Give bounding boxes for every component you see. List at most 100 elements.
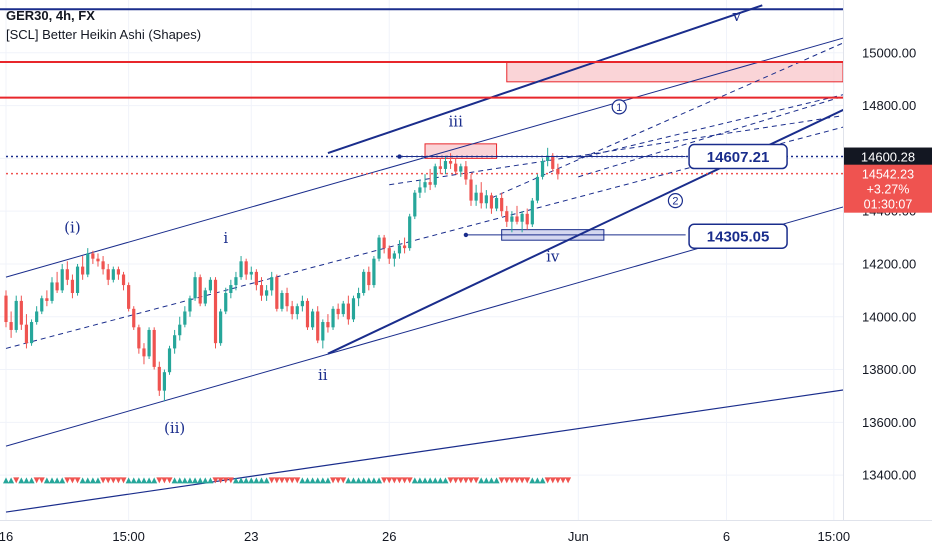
candle-body bbox=[295, 306, 299, 315]
bear-marker bbox=[335, 477, 342, 484]
candle-body bbox=[193, 277, 197, 299]
candle-body bbox=[9, 322, 13, 330]
bear-marker bbox=[447, 477, 454, 484]
candle-body bbox=[157, 366, 161, 391]
candle-body bbox=[351, 298, 356, 320]
bull-marker bbox=[54, 477, 61, 484]
wave-label: ii bbox=[318, 366, 328, 384]
candle-body bbox=[14, 300, 18, 330]
zone-box bbox=[424, 143, 498, 159]
candle-body bbox=[546, 155, 550, 162]
candle-body bbox=[147, 329, 151, 357]
price-tick-label: 13600.00 bbox=[862, 415, 916, 430]
marker-row bbox=[3, 477, 572, 484]
candle-body bbox=[70, 279, 75, 293]
bull-marker bbox=[355, 477, 362, 484]
candle-body bbox=[183, 311, 187, 325]
bear-marker bbox=[462, 477, 469, 484]
candle-body bbox=[208, 279, 212, 291]
price-change-label: +3.27% bbox=[867, 183, 910, 197]
candle-body bbox=[408, 216, 412, 249]
candle-body bbox=[111, 269, 115, 280]
candle-body bbox=[540, 161, 545, 177]
price-axis[interactable]: 13400.00 13600.00 13800.00 14000.00 14200.00… bbox=[843, 0, 932, 550]
bear-marker bbox=[227, 477, 234, 484]
symbol-title[interactable]: GER30, 4h, FX bbox=[6, 8, 95, 23]
bear-marker bbox=[340, 477, 347, 484]
circled-label: 1 bbox=[616, 102, 622, 114]
bear-marker bbox=[330, 477, 337, 484]
candle-body bbox=[239, 261, 243, 278]
last-price-badge bbox=[844, 147, 932, 166]
wave-label: v bbox=[731, 7, 741, 25]
bull-marker bbox=[263, 477, 270, 484]
bear-marker bbox=[217, 477, 224, 484]
candle-body bbox=[474, 192, 478, 201]
candle-body bbox=[367, 271, 371, 286]
bull-marker bbox=[181, 477, 188, 484]
candle-body bbox=[45, 298, 49, 301]
bear-marker bbox=[64, 477, 71, 484]
bull-marker bbox=[483, 477, 490, 484]
bull-marker bbox=[79, 477, 86, 484]
trend-line bbox=[327, 108, 843, 355]
candle-body bbox=[331, 308, 335, 328]
bear-marker bbox=[473, 477, 480, 484]
bear-marker bbox=[110, 477, 117, 484]
candle-body bbox=[19, 300, 23, 325]
bear-marker bbox=[161, 477, 168, 484]
bull-marker bbox=[432, 477, 439, 484]
chart-legend: GER30, 4h, FX [SCL] Better Heikin Ashi (… bbox=[6, 6, 201, 44]
candle-body bbox=[316, 311, 320, 341]
candle-body bbox=[234, 277, 238, 286]
bull-marker bbox=[243, 477, 250, 484]
bull-marker bbox=[28, 477, 35, 484]
price-callout-label: 14607.21 bbox=[707, 149, 770, 166]
candle-body bbox=[178, 324, 182, 336]
trend-line bbox=[491, 42, 843, 199]
candle-body bbox=[392, 253, 396, 259]
candle-body bbox=[556, 168, 560, 175]
bull-marker bbox=[258, 477, 265, 484]
candle-body bbox=[530, 200, 534, 225]
current-price-label: 14542.23 bbox=[862, 168, 914, 182]
candle-body bbox=[50, 282, 54, 301]
bear-marker bbox=[457, 477, 464, 484]
wave-label: iii bbox=[448, 113, 463, 131]
bull-marker bbox=[248, 477, 255, 484]
bear-marker bbox=[13, 477, 20, 484]
bear-marker bbox=[69, 477, 76, 484]
circled-label: 2 bbox=[672, 196, 678, 208]
candle-body bbox=[433, 166, 437, 185]
time-axis[interactable]: 16 15:00 23 26 Jun 6 15:00 bbox=[0, 520, 932, 550]
candle-body bbox=[454, 163, 458, 172]
candle-body bbox=[515, 216, 519, 222]
bull-marker bbox=[84, 477, 91, 484]
indicator-title[interactable]: [SCL] Better Heikin Ashi (Shapes) bbox=[6, 27, 202, 42]
trend-line bbox=[5, 37, 843, 278]
candle-body bbox=[116, 269, 121, 275]
bull-marker bbox=[319, 477, 326, 484]
candle-body bbox=[29, 322, 34, 344]
candle-body bbox=[326, 322, 330, 328]
candle-body bbox=[551, 155, 555, 169]
candle-body bbox=[198, 277, 202, 304]
candle-body bbox=[167, 348, 172, 373]
trend-line bbox=[389, 115, 843, 186]
candle-body bbox=[520, 213, 524, 222]
zone-box bbox=[506, 61, 844, 83]
candle-body bbox=[459, 166, 463, 172]
price-tick-label: 13800.00 bbox=[862, 362, 916, 377]
bull-marker bbox=[360, 477, 367, 484]
bull-marker bbox=[309, 477, 316, 484]
bull-marker bbox=[345, 477, 352, 484]
bear-marker bbox=[514, 477, 520, 484]
candle-body bbox=[229, 285, 233, 293]
bull-marker bbox=[48, 477, 55, 484]
bull-marker bbox=[324, 477, 331, 484]
bear-marker bbox=[549, 477, 556, 484]
bull-marker bbox=[125, 477, 132, 484]
time-tick-label: 6 bbox=[723, 529, 730, 544]
bull-marker bbox=[135, 477, 142, 484]
